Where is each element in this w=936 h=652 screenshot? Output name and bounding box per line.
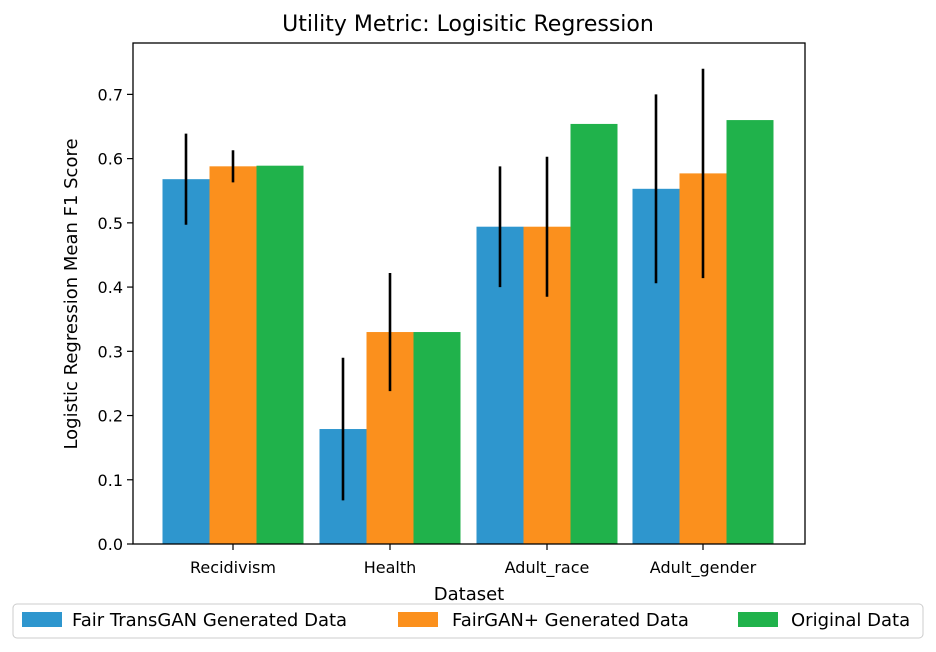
y-tick-label: 0.5 xyxy=(98,214,123,233)
y-tick-label: 0.6 xyxy=(98,150,123,169)
y-axis-label: Logistic Regression Mean F1 Score xyxy=(61,138,82,449)
bar-fairgan-generated-data-recidivism xyxy=(209,166,257,545)
y-tick-label: 0.7 xyxy=(98,85,123,104)
bar-original-data-recidivism xyxy=(256,165,304,544)
y-tick-label: 0.0 xyxy=(98,535,123,554)
legend-swatch-fairgan-plus xyxy=(398,612,438,627)
bar-original-data-adult-gender xyxy=(726,120,774,545)
chart-title: Utility Metric: Logisitic Regression xyxy=(282,12,654,37)
x-tick-label-recidivism: Recidivism xyxy=(190,558,276,577)
y-tick-label: 0.4 xyxy=(98,278,123,297)
y-tick-label: 0.2 xyxy=(98,407,123,426)
legend-label-fairgan-plus: FairGAN+ Generated Data xyxy=(452,610,689,631)
plot-frame xyxy=(132,42,806,545)
legend: Fair TransGAN Generated Data FairGAN+ Ge… xyxy=(12,603,924,639)
errorbars-layer xyxy=(184,68,705,501)
x-tick-label-health: Health xyxy=(364,558,417,577)
x-tick-label-adult-race: Adult_race xyxy=(505,558,590,578)
bar-original-data-adult-race xyxy=(570,123,618,544)
bar-fair-transgan-generated-data-recidivism xyxy=(162,179,210,544)
x-tick-label-adult-gender: Adult_gender xyxy=(650,558,757,578)
x-axis: Recidivism Health Adult_race Adult_gender xyxy=(190,544,757,578)
y-tick-label: 0.3 xyxy=(98,342,123,361)
x-axis-label: Dataset xyxy=(434,584,505,605)
legend-label-original: Original Data xyxy=(791,610,910,631)
y-tick-label: 0.1 xyxy=(98,471,123,490)
y-axis: 0.0 0.1 0.2 0.3 0.4 0.5 0.6 0.7 xyxy=(98,85,133,554)
legend-label-fair-transgan: Fair TransGAN Generated Data xyxy=(72,610,347,631)
legend-swatch-fair-transgan xyxy=(22,612,62,627)
legend-frame xyxy=(12,603,924,639)
bar-original-data-health xyxy=(413,332,461,544)
legend-swatch-original xyxy=(738,612,778,627)
bars-layer xyxy=(162,120,774,545)
